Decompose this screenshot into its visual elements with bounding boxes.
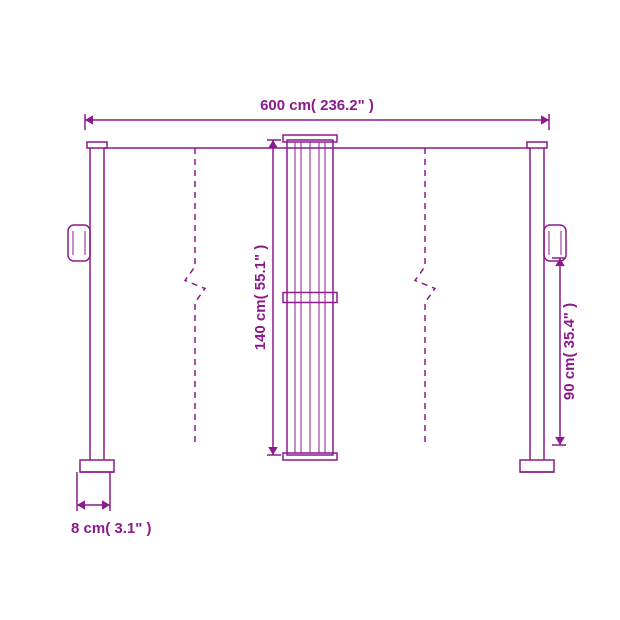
dim-height-label: 140 cm( 55.1" ) <box>252 245 269 351</box>
dim-right-height-label: 90 cm( 35.4" ) <box>561 303 578 400</box>
dim-width-label: 600 cm( 236.2" ) <box>260 97 374 114</box>
dim-base-label: 8 cm( 3.1" ) <box>71 520 151 537</box>
